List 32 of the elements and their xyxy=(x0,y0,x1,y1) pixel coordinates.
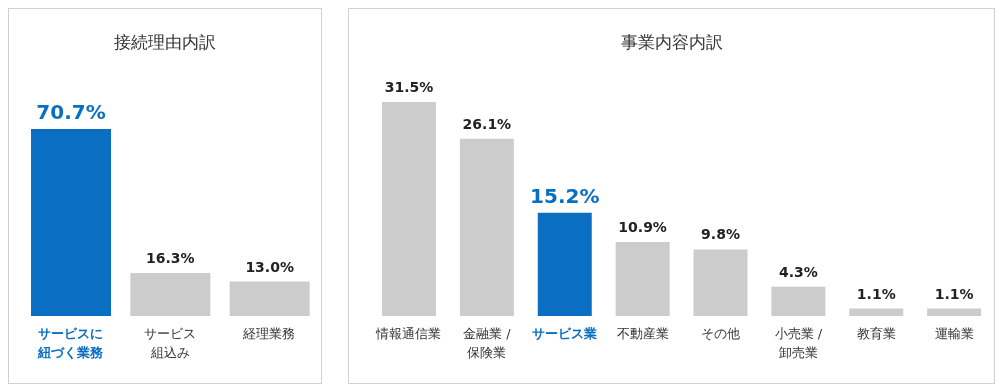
data-label: 26.1% xyxy=(462,115,512,132)
bar xyxy=(927,308,982,316)
data-label: 31.5% xyxy=(384,79,434,95)
data-label: 4.3% xyxy=(778,263,818,280)
data-label: 15.2% xyxy=(530,183,600,208)
bar xyxy=(459,138,514,316)
data-label: 16.3% xyxy=(146,249,195,266)
data-label: 1.1% xyxy=(934,285,974,302)
bar xyxy=(615,241,670,316)
x-tick-label: 情報通信業 xyxy=(375,326,442,341)
x-tick-label: サービスに紐づく業務 xyxy=(37,326,105,360)
chart-title: 接続理由内訳 xyxy=(113,31,217,54)
bar xyxy=(537,212,592,316)
x-tick-label: 教育業 xyxy=(856,326,896,341)
data-label: 13.0% xyxy=(245,258,294,275)
chart-title: 事業内容内訳 xyxy=(619,31,724,54)
data-label: 1.1% xyxy=(856,285,896,302)
data-label: 9.8% xyxy=(701,226,740,243)
x-tick-label: 小売業 / 卸売業 xyxy=(774,326,823,360)
bar xyxy=(849,308,904,316)
x-tick-label: 金融業 / 保険業 xyxy=(463,326,512,360)
x-tick-label: サービス業 xyxy=(532,326,598,341)
x-tick-label: その他 xyxy=(700,326,740,341)
x-tick-label: 運輸業 xyxy=(934,326,974,341)
bar xyxy=(771,286,826,316)
bar xyxy=(693,249,748,316)
data-label: 10.9% xyxy=(618,218,667,235)
bar xyxy=(382,102,436,316)
x-tick-label: 経理業務 xyxy=(242,326,296,341)
x-tick-label: サービス組込み xyxy=(144,326,196,360)
data-label: 70.7% xyxy=(36,100,106,124)
x-tick-label: 不動産業 xyxy=(616,326,669,341)
